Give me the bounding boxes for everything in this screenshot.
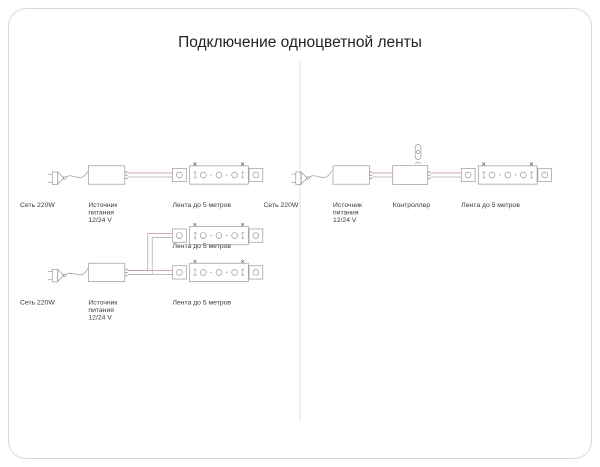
- svg-text:питания: питания: [333, 210, 359, 217]
- svg-text:Источник: Источник: [333, 202, 362, 209]
- svg-text:Лента до 5 метров: Лента до 5 метров: [461, 202, 520, 209]
- svg-text:Сеть 220W: Сеть 220W: [20, 299, 55, 306]
- svg-text:12/24 V: 12/24 V: [88, 217, 112, 224]
- svg-text:Сеть 220W: Сеть 220W: [264, 202, 299, 209]
- svg-text:Лента до 5 метров: Лента до 5 метров: [173, 299, 232, 306]
- svg-text:питания: питания: [88, 307, 114, 314]
- svg-text:12/24 V: 12/24 V: [88, 314, 112, 321]
- svg-text:Сеть 220W: Сеть 220W: [20, 202, 55, 209]
- svg-text:Контроллер: Контроллер: [393, 202, 431, 209]
- svg-text:Лента до 5 метров: Лента до 5 метров: [173, 202, 232, 209]
- svg-text:Источник: Источник: [88, 299, 117, 306]
- svg-text:питания: питания: [88, 210, 114, 217]
- svg-text:12/24 V: 12/24 V: [333, 217, 357, 224]
- svg-text:Лента до 5 метров: Лента до 5 метров: [173, 243, 232, 250]
- svg-text:Источник: Источник: [88, 202, 117, 209]
